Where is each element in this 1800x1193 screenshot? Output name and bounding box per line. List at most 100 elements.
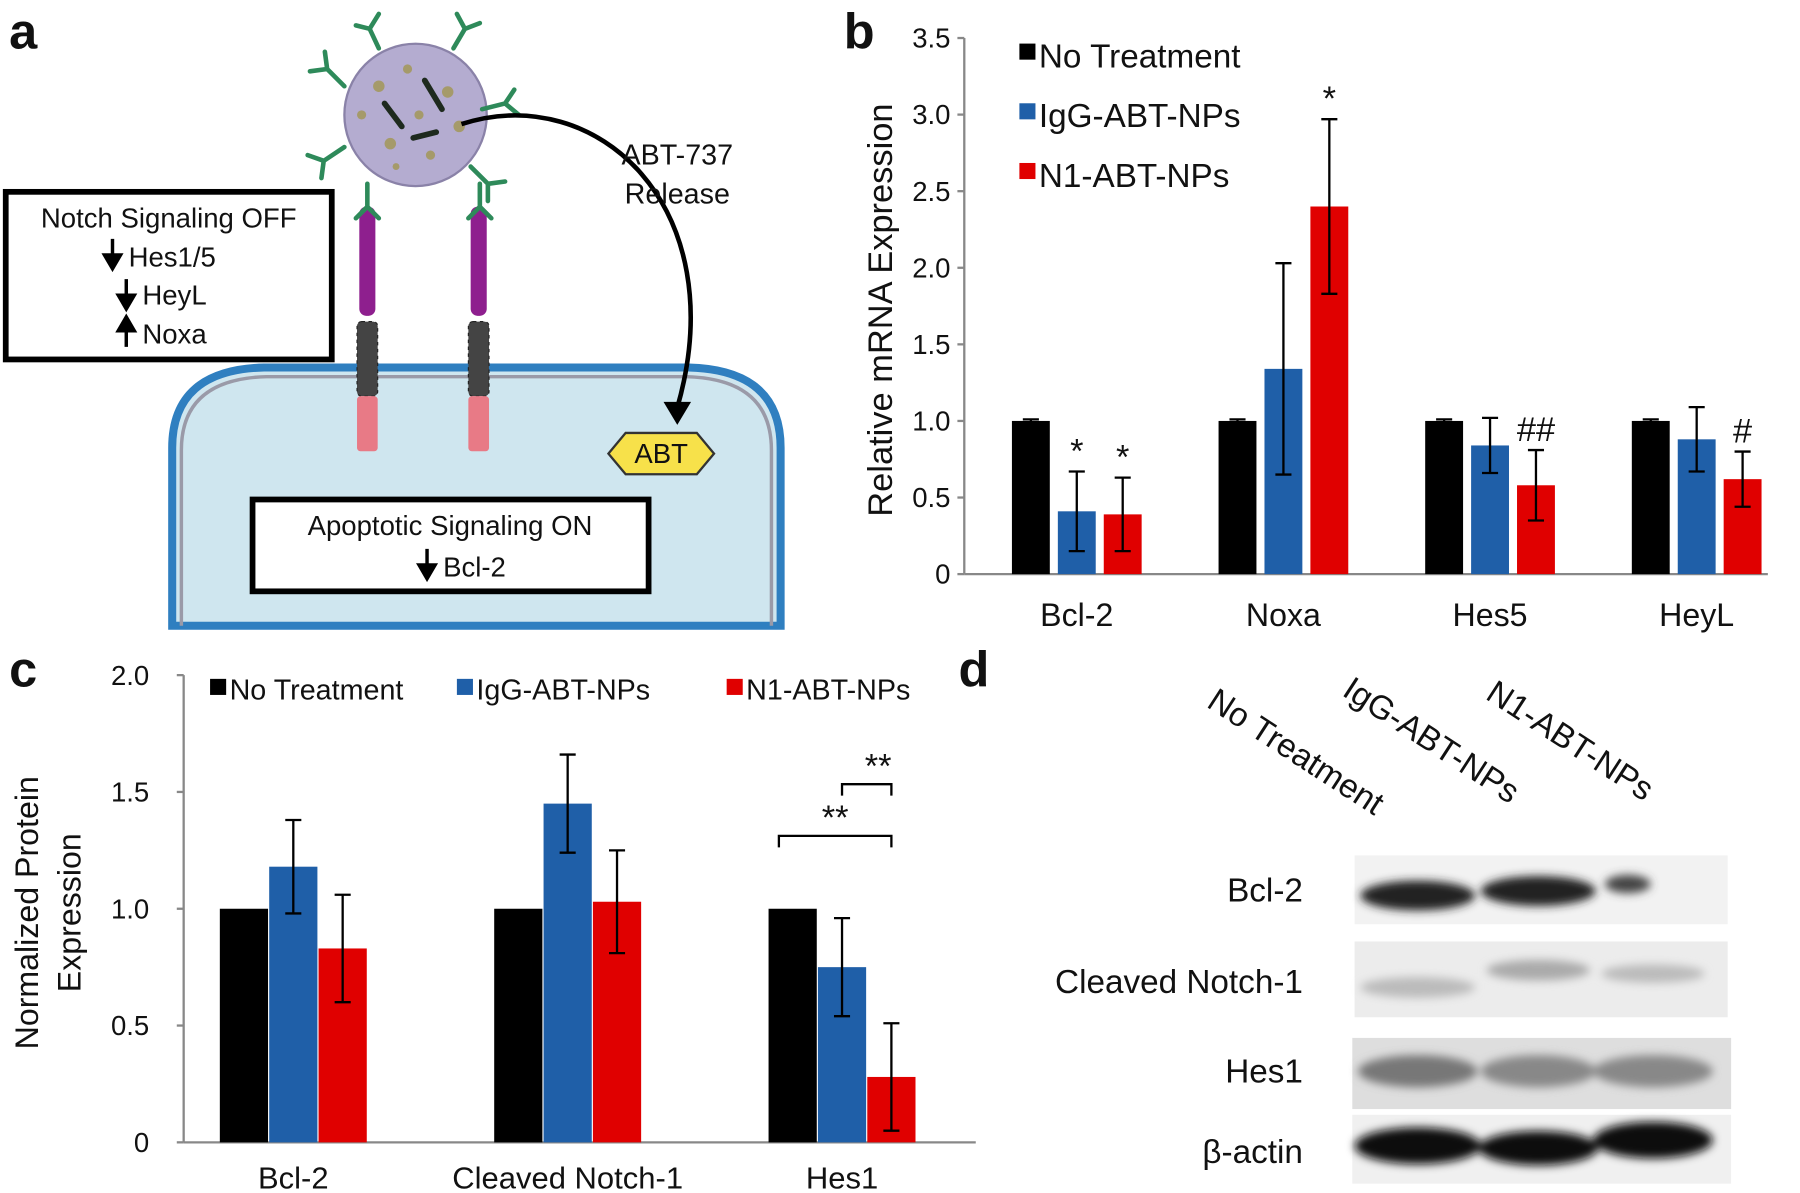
y-tick-label: 2.0 bbox=[912, 252, 950, 283]
arrowhead bbox=[663, 401, 692, 425]
significance-bracket bbox=[777, 834, 893, 848]
panel-label: c bbox=[9, 641, 37, 698]
down-arrow bbox=[101, 238, 124, 273]
error-bar bbox=[1114, 476, 1131, 553]
x-tick-label: Bcl-2 bbox=[258, 1160, 329, 1193]
box-text: Hes1/5 bbox=[129, 241, 216, 272]
legend-label: IgG-ABT-NPs bbox=[1039, 98, 1241, 135]
significance-label: # bbox=[1733, 412, 1752, 450]
significance-label: * bbox=[1116, 438, 1129, 476]
row-label: Bcl-2 bbox=[1227, 872, 1303, 909]
drug-label: ABT bbox=[634, 438, 688, 469]
receptors bbox=[356, 206, 490, 452]
panel-label: d bbox=[959, 641, 990, 698]
y-axis-label: Expression bbox=[51, 833, 87, 992]
y-axis-label: Normalized Protein bbox=[9, 776, 45, 1049]
y-tick-label: 1.5 bbox=[912, 329, 950, 360]
y-tick-label: 0.5 bbox=[111, 1010, 149, 1041]
y-tick-label: 0 bbox=[134, 1127, 149, 1158]
legend-swatch bbox=[210, 678, 227, 695]
legend-label: IgG-ABT-NPs bbox=[476, 675, 650, 707]
legend-label: No Treatment bbox=[230, 675, 404, 707]
bar bbox=[543, 803, 592, 1143]
legend-swatch bbox=[1019, 43, 1036, 60]
legend-label: No Treatment bbox=[1039, 39, 1241, 76]
box-text: Apoptotic Signaling ON bbox=[308, 510, 593, 541]
error-bar bbox=[1068, 470, 1085, 553]
y-tick-label: 1.5 bbox=[111, 777, 149, 808]
legend-label: N1-ABT-NPs bbox=[746, 675, 910, 707]
y-tick-label: 3.0 bbox=[912, 99, 950, 130]
x-tick-label: Cleaved Notch-1 bbox=[452, 1160, 683, 1193]
error-bar bbox=[1229, 418, 1246, 424]
error-bar bbox=[1642, 418, 1659, 424]
bar bbox=[1425, 420, 1464, 575]
down-arrow bbox=[115, 279, 138, 313]
bar bbox=[219, 908, 269, 1143]
nanoparticle bbox=[305, 11, 522, 221]
y-tick-label: 1.0 bbox=[111, 893, 149, 924]
bar bbox=[768, 908, 817, 1143]
box-text: HeyL bbox=[142, 279, 206, 310]
error-bar bbox=[285, 818, 302, 915]
significance-label: ## bbox=[1517, 411, 1555, 449]
box-text: Bcl-2 bbox=[443, 551, 506, 582]
x-tick-label: Hes1 bbox=[806, 1160, 878, 1193]
y-tick-label: 2.5 bbox=[912, 176, 950, 207]
panel-label: a bbox=[9, 2, 38, 59]
error-bar bbox=[1482, 416, 1499, 475]
error-bar bbox=[334, 893, 351, 1004]
release-arrow bbox=[460, 113, 693, 409]
y-axis-label: Relative mRNA Expression bbox=[862, 103, 900, 516]
row-label: Hes1 bbox=[1225, 1054, 1303, 1091]
legend-swatch bbox=[1019, 103, 1036, 120]
up-arrow bbox=[115, 313, 138, 347]
legend-label: N1-ABT-NPs bbox=[1039, 158, 1229, 195]
bar bbox=[494, 908, 543, 1143]
diagram: ABT ABT-737 Release Notch Signaling OFF … bbox=[2, 11, 785, 630]
row-label: β-actin bbox=[1202, 1134, 1303, 1171]
legend-swatch bbox=[1019, 162, 1036, 180]
error-bar bbox=[559, 753, 576, 854]
significance-bracket bbox=[840, 783, 893, 796]
box-text: Notch Signaling OFF bbox=[41, 202, 297, 233]
y-tick-label: 3.5 bbox=[912, 23, 950, 54]
x-tick-label: Hes5 bbox=[1453, 597, 1528, 633]
legend-swatch bbox=[456, 678, 473, 695]
error-bar bbox=[833, 916, 851, 1018]
release-label: ABT-737 bbox=[621, 139, 733, 171]
error-bar bbox=[1436, 418, 1453, 424]
error-bar bbox=[1688, 406, 1705, 473]
y-tick-label: 0 bbox=[935, 559, 950, 590]
error-bar bbox=[1275, 262, 1292, 476]
legend-swatch bbox=[726, 678, 743, 695]
x-tick-label: HeyL bbox=[1659, 597, 1734, 633]
error-bar bbox=[1321, 118, 1338, 295]
error-bar bbox=[1734, 450, 1751, 508]
significance-label: ** bbox=[822, 799, 849, 837]
significance-label: * bbox=[1323, 80, 1336, 118]
error-bar bbox=[608, 849, 626, 955]
significance-label: ** bbox=[865, 747, 892, 785]
y-tick-label: 2.0 bbox=[111, 660, 149, 691]
significance-label: * bbox=[1070, 432, 1083, 470]
panel-label: b bbox=[844, 2, 875, 59]
drug-icon bbox=[606, 431, 716, 476]
release-label: Release bbox=[625, 178, 730, 210]
x-tick-label: Noxa bbox=[1246, 597, 1321, 633]
row-label: Cleaved Notch-1 bbox=[1055, 964, 1303, 1001]
error-bar bbox=[1527, 448, 1545, 522]
apoptosis-box bbox=[249, 496, 652, 595]
down-arrow bbox=[416, 548, 439, 583]
y-tick-label: 1.0 bbox=[912, 406, 950, 437]
bar bbox=[1631, 420, 1670, 575]
western-blot bbox=[1352, 855, 1732, 1184]
bar bbox=[1218, 420, 1257, 575]
bar bbox=[1011, 420, 1050, 575]
y-tick-label: 0.5 bbox=[912, 482, 950, 513]
error-bar bbox=[1022, 418, 1039, 424]
box-text: Noxa bbox=[142, 318, 207, 349]
x-tick-label: Bcl-2 bbox=[1040, 597, 1113, 633]
notch-box bbox=[2, 188, 335, 363]
